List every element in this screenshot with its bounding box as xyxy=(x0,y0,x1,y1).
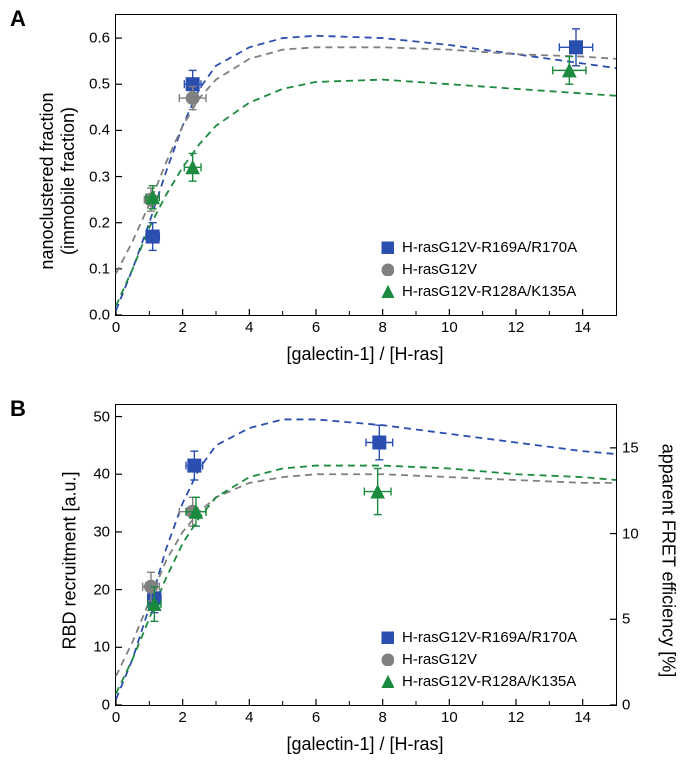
legend-marker xyxy=(382,676,394,688)
x-tick-label: 14 xyxy=(574,319,591,336)
panel-b-legend: H-rasG12V-R169A/R170A H-rasG12V H-rasG12V-… xyxy=(380,626,577,692)
data-point xyxy=(188,459,201,472)
y-tick-label: 0.2 xyxy=(76,214,110,231)
y-tick-label: 0.4 xyxy=(76,122,110,139)
x-tick-label: 4 xyxy=(245,319,253,336)
data-point xyxy=(570,41,583,54)
y2-tick-label: 15 xyxy=(622,439,639,456)
y2-tick-label: 10 xyxy=(622,525,639,542)
x-tick-label: 2 xyxy=(178,319,186,336)
panel-a-label: A xyxy=(10,6,26,32)
x-tick-label: 6 xyxy=(312,709,320,726)
y2-tick-label: 0 xyxy=(622,697,630,714)
legend-marker xyxy=(382,654,394,666)
panel-a-legend: H-rasG12V-R169A/R170A H-rasG12V H-rasG12V-… xyxy=(380,236,577,302)
x-tick-label: 8 xyxy=(378,709,386,726)
legend-marker xyxy=(382,242,394,254)
legend-row: H-rasG12V xyxy=(380,258,577,280)
legend-marker xyxy=(382,286,394,298)
x-tick-label: 0 xyxy=(112,319,120,336)
x-tick-label: 14 xyxy=(574,709,591,726)
y-tick-label: 0.1 xyxy=(76,260,110,277)
legend-label: H-rasG12V xyxy=(402,261,477,278)
legend-label: H-rasG12V-R128A/K135A xyxy=(402,283,576,300)
x-tick-label: 10 xyxy=(441,319,458,336)
y-tick-label: 0.0 xyxy=(76,307,110,324)
y-tick-label: 0 xyxy=(76,697,110,714)
legend-row: H-rasG12V-R128A/K135A xyxy=(380,280,577,302)
y-tick-label: 50 xyxy=(76,408,110,425)
x-tick-label: 0 xyxy=(112,709,120,726)
y-tick-label: 20 xyxy=(76,581,110,598)
figure-container: A nanoclustered fraction (immobile fract… xyxy=(0,0,693,775)
panel-a-ylabel-line2: (immobile fraction) xyxy=(58,107,78,255)
legend-label: H-rasG12V-R169A/R170A xyxy=(402,239,577,256)
y-tick-label: 0.5 xyxy=(76,76,110,93)
x-tick-label: 12 xyxy=(508,319,525,336)
panel-b: B RBD recruitment [a.u.] apparent FRET e… xyxy=(0,390,693,775)
x-tick-label: 12 xyxy=(508,709,525,726)
legend-row: H-rasG12V-R169A/R170A xyxy=(380,626,577,648)
legend-marker xyxy=(382,264,394,276)
y-tick-label: 0.6 xyxy=(76,30,110,47)
x-tick-label: 2 xyxy=(178,709,186,726)
legend-marker-icon xyxy=(380,262,394,276)
panel-a: A nanoclustered fraction (immobile fract… xyxy=(0,0,693,385)
y-tick-label: 30 xyxy=(76,523,110,540)
data-point xyxy=(373,436,386,449)
legend-marker-icon xyxy=(380,240,394,254)
legend-marker-icon xyxy=(380,630,394,644)
data-point xyxy=(186,92,199,105)
panel-a-ylabel-line1: nanoclustered fraction xyxy=(37,92,57,269)
y-tick-label: 0.3 xyxy=(76,168,110,185)
legend-row: H-rasG12V-R128A/K135A xyxy=(380,670,577,692)
legend-label: H-rasG12V-R169A/R170A xyxy=(402,629,577,646)
data-point xyxy=(146,230,159,243)
legend-marker-icon xyxy=(380,652,394,666)
legend-label: H-rasG12V-R128A/K135A xyxy=(402,673,576,690)
panel-a-xlabel: [galectin-1] / [H-ras] xyxy=(115,344,615,365)
panel-b-y2label: apparent FRET efficiency [%] xyxy=(658,431,679,691)
panel-b-label: B xyxy=(10,396,26,422)
legend-row: H-rasG12V xyxy=(380,648,577,670)
x-tick-label: 8 xyxy=(378,319,386,336)
y-tick-label: 40 xyxy=(76,466,110,483)
legend-marker xyxy=(382,632,394,644)
y2-tick-label: 5 xyxy=(622,611,630,628)
legend-marker-icon xyxy=(380,674,394,688)
y-tick-label: 10 xyxy=(76,639,110,656)
legend-row: H-rasG12V-R169A/R170A xyxy=(380,236,577,258)
x-tick-label: 10 xyxy=(441,709,458,726)
legend-label: H-rasG12V xyxy=(402,651,477,668)
x-tick-label: 6 xyxy=(312,319,320,336)
legend-marker-icon xyxy=(380,284,394,298)
x-tick-label: 4 xyxy=(245,709,253,726)
panel-b-xlabel: [galectin-1] / [H-ras] xyxy=(115,734,615,755)
panel-a-ylabel: nanoclustered fraction (immobile fractio… xyxy=(37,51,79,311)
